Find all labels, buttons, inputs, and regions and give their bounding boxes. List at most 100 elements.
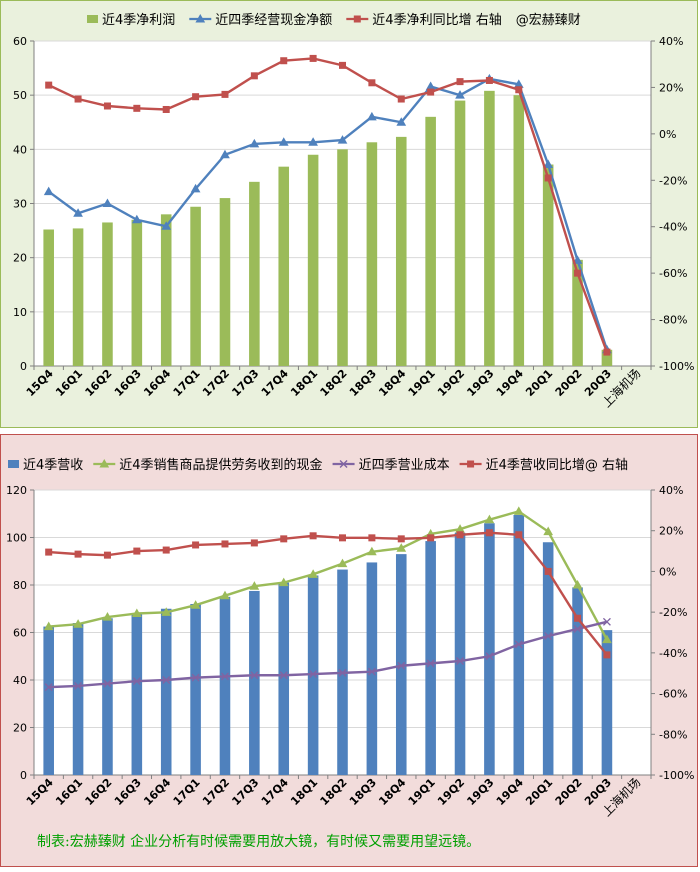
x-tick-label: 19Q2 [435, 776, 467, 808]
x-tick-label: 19Q2 [435, 367, 467, 399]
point-marker [133, 104, 141, 112]
point-marker [44, 683, 53, 692]
bar [542, 164, 554, 366]
point-marker-b [191, 673, 200, 682]
legend-label: 近4季营收 [23, 458, 83, 473]
point-marker [574, 614, 582, 622]
bar [43, 626, 54, 775]
point-marker [485, 76, 493, 84]
point-marker-b [485, 652, 494, 661]
point-marker [103, 102, 111, 110]
point-marker [279, 671, 288, 680]
point-marker [278, 137, 289, 146]
point-marker [514, 640, 523, 649]
point-marker [368, 79, 376, 87]
bar [601, 630, 613, 775]
point-marker [309, 532, 317, 540]
point-marker [397, 535, 405, 543]
revenue-chart-panel: 0 20 40 60 80 100 120 -100% -80% -60% -40% -20% 0% 20… [0, 434, 698, 867]
right-tick-label: -60% [659, 267, 687, 280]
point-marker [513, 506, 524, 515]
point-marker [190, 600, 201, 609]
x-tick-label: 17Q4 [259, 367, 291, 399]
x-tick-label: 17Q1 [171, 367, 203, 399]
legend-swatch [8, 460, 19, 468]
legend-marker [195, 13, 206, 23]
left-tick-label: 20 [13, 252, 27, 265]
bar [219, 198, 231, 366]
legend-marker-b [339, 460, 348, 468]
point-marker [74, 95, 82, 103]
point-marker-b [573, 624, 582, 633]
bar [72, 623, 84, 775]
series-line [48, 531, 608, 656]
bar [484, 90, 495, 366]
legend: 近4季营收 近4季销售商品提供劳务收到的现金 近四季营业成本 近4季营收同比增@ 右轴 [8, 457, 628, 473]
right-tick-label: -80% [659, 314, 687, 327]
point-marker [220, 149, 230, 159]
point-marker [603, 348, 611, 356]
bar [513, 95, 525, 367]
right-tick-label: 0% [659, 565, 676, 578]
point-marker-b [426, 659, 435, 668]
point-marker [427, 88, 435, 96]
point-marker [543, 159, 554, 168]
legend-label: 近4季净利同比增 右轴 [372, 13, 501, 28]
point-marker [397, 95, 405, 103]
point-marker [132, 677, 141, 686]
bar [72, 228, 84, 366]
point-marker [544, 567, 552, 575]
point-marker [45, 81, 53, 89]
left-tick-label: 80 [13, 579, 27, 592]
point-marker [427, 534, 435, 542]
point-marker [162, 676, 171, 684]
bar [395, 136, 407, 366]
left-tick-label: 60 [13, 35, 27, 48]
bar [484, 523, 495, 775]
point-marker [73, 619, 83, 628]
left-tick-label: 60 [13, 627, 27, 640]
legend-marker [353, 15, 361, 23]
x-tick-label: 16Q3 [112, 367, 144, 399]
point-marker [456, 657, 465, 665]
point-marker [397, 661, 406, 670]
series-line [47, 77, 609, 351]
series-line [48, 620, 608, 689]
point-marker [221, 90, 229, 98]
point-marker-b [514, 640, 523, 649]
point-marker [337, 135, 348, 144]
point-marker [133, 547, 141, 555]
x-tick-label: 18Q3 [347, 776, 379, 808]
legend-marker [339, 460, 348, 468]
point-marker [74, 681, 83, 690]
x-tick-label: 16Q4 [141, 776, 173, 808]
point-marker [543, 526, 554, 536]
point-marker [278, 577, 289, 587]
x-tick-label: 18Q4 [376, 776, 408, 808]
revenue-chart: 0 20 40 60 80 100 120 -100% -80% -60% -40% -20% 0% 20… [6, 457, 694, 819]
left-tick-label: 50 [13, 89, 27, 102]
point-marker [162, 105, 170, 113]
point-marker [192, 541, 200, 549]
point-marker [308, 137, 318, 146]
right-tick-label: -20% [659, 606, 687, 619]
point-marker [220, 672, 229, 681]
point-marker [456, 531, 464, 539]
point-marker [102, 198, 113, 207]
legend-label: @宏赫臻财 [516, 13, 581, 28]
point-marker [45, 548, 53, 556]
point-marker [131, 214, 142, 224]
bar [278, 582, 290, 775]
legend-swatch [87, 15, 98, 23]
series-line [48, 57, 609, 353]
point-marker [190, 183, 201, 193]
legend-label: 近4季净利润 [102, 13, 175, 28]
point-marker-b [367, 667, 376, 676]
bar [190, 206, 201, 366]
right-tick-label: -80% [659, 728, 687, 741]
point-marker-b [279, 671, 288, 680]
x-tick-label: 18Q1 [288, 776, 320, 808]
point-marker [102, 612, 113, 621]
legend-marker [99, 458, 110, 468]
point-marker [74, 550, 82, 558]
